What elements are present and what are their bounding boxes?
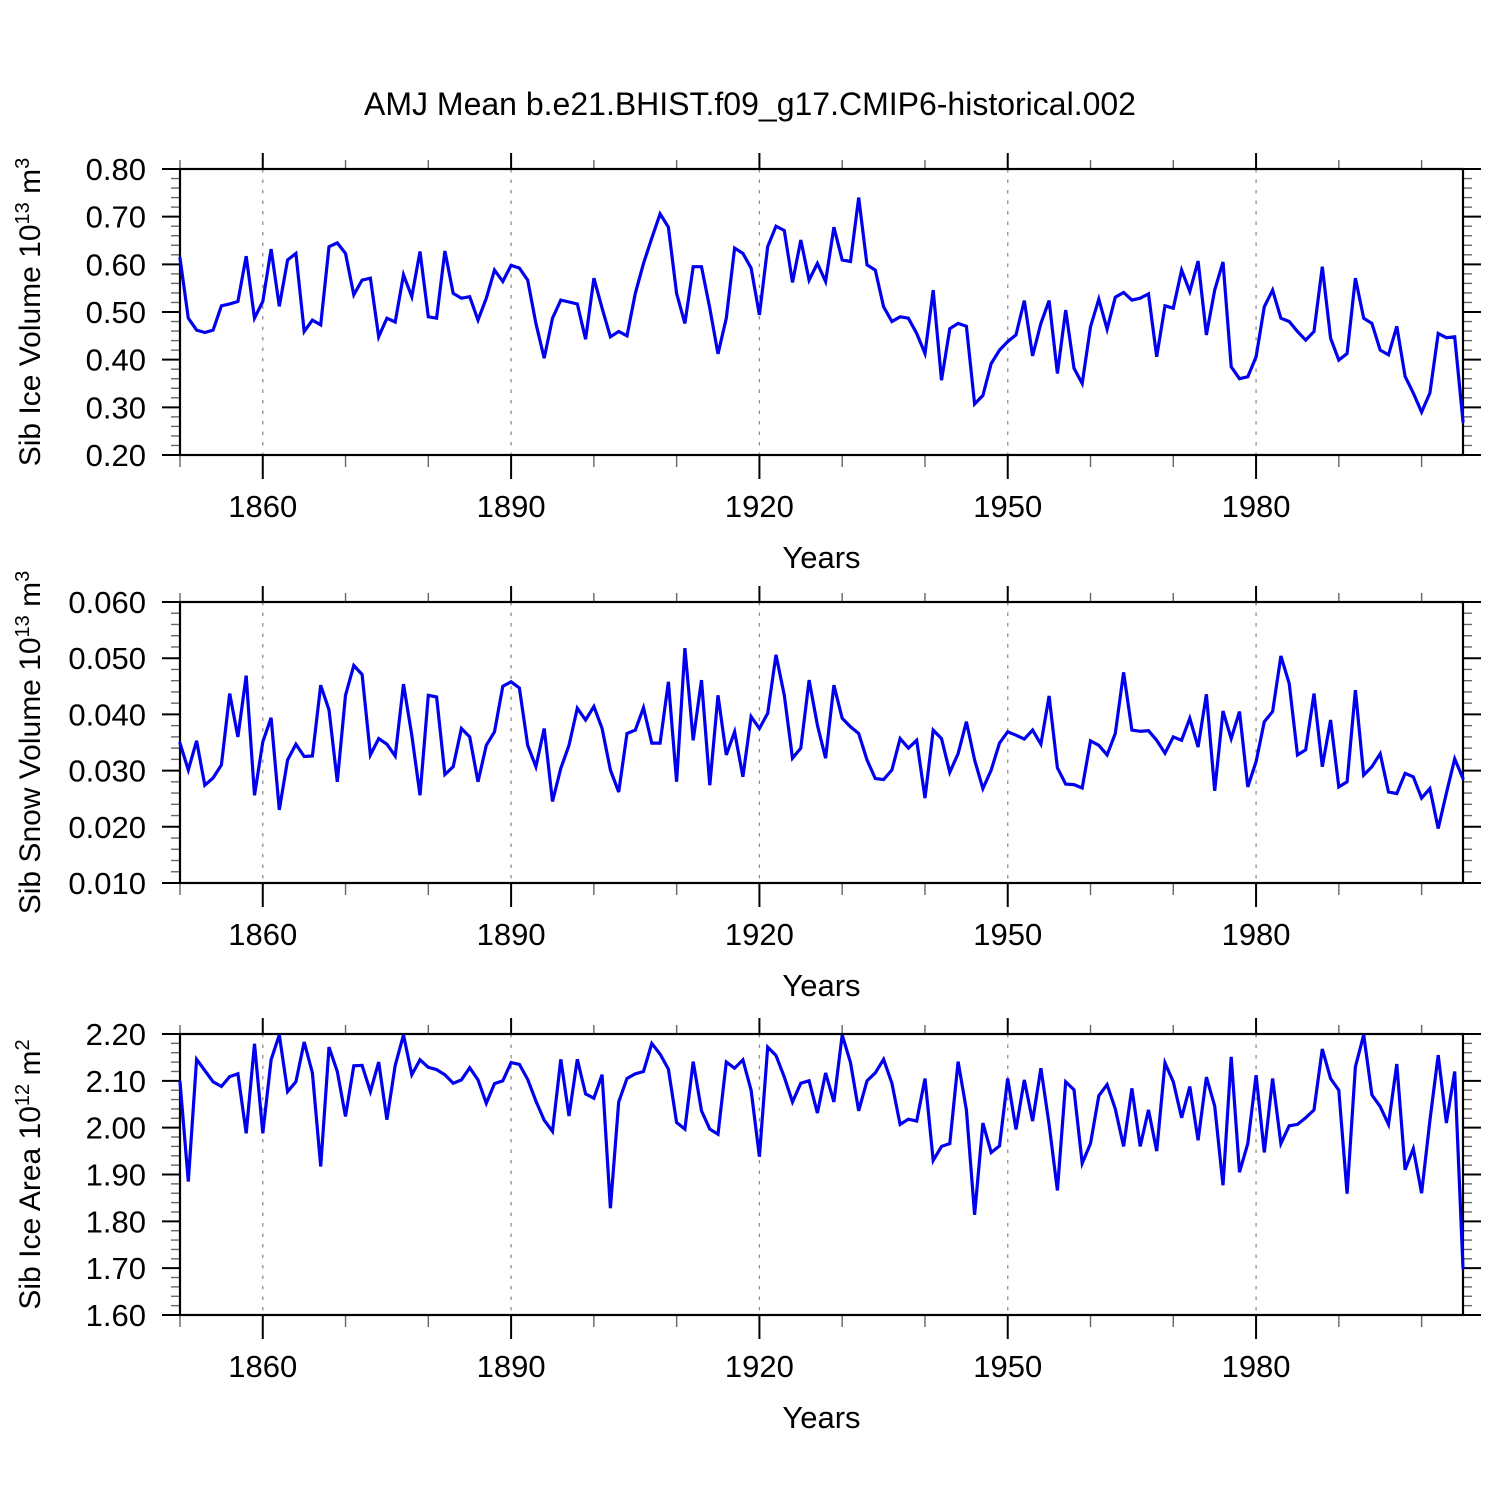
x-tick-label: 1860 [228,489,297,524]
y-tick-label: 1.60 [86,1298,146,1333]
x-tick-label: 1890 [477,1349,546,1384]
plot-frame [178,1032,1465,1317]
x-tick-labels: 1860 1890 1920 1950 1980 [228,917,1290,952]
gridlines [262,602,1257,883]
y-tick-labels: 0.010 0.020 0.030 0.040 0.050 0.060 [68,585,146,901]
x-tick-label: 1860 [228,1349,297,1384]
x-tick-label: 1950 [973,489,1042,524]
series-line-sib-ice-volume [178,197,1465,424]
x-tick-label: 1920 [725,489,794,524]
plot-frame [178,167,1465,457]
chart-title: AMJ Mean b.e21.BHIST.f09_g17.CMIP6-histo… [364,86,1136,122]
series-line-sib-snow-volume [178,647,1465,829]
panel-sib-ice-volume: 0.20 0.30 0.40 0.50 0.60 0.70 0.80 1860 1890 1920… [12,152,1481,575]
y-tick-label: 1.80 [86,1204,146,1239]
x-tick-label: 1890 [477,489,546,524]
y-tick-label: 2.00 [86,1111,146,1146]
axis-ticks [162,1018,1481,1339]
x-tick-labels: 1860 1890 1920 1950 1980 [228,489,1290,524]
y-axis-title: Sib Ice Volume 1013 m3 [12,158,47,467]
x-tick-labels: 1860 1890 1920 1950 1980 [228,1349,1290,1384]
y-tick-label: 0.70 [86,200,146,235]
y-tick-label: 0.30 [86,390,146,425]
axis-ticks [162,153,1481,479]
panel-sib-ice-area: 1.60 1.70 1.80 1.90 2.00 2.10 2.20 1860 1890 1920… [12,1017,1481,1435]
y-tick-label: 2.10 [86,1064,146,1099]
x-tick-label: 1980 [1222,917,1291,952]
x-tick-label: 1950 [973,1349,1042,1384]
x-tick-label: 1890 [477,917,546,952]
y-tick-label: 1.90 [86,1158,146,1193]
x-tick-label: 1950 [973,917,1042,952]
y-tick-label: 0.040 [68,697,146,732]
panel-sib-snow-volume: 0.010 0.020 0.030 0.040 0.050 0.060 1860 1890 19… [12,571,1481,1003]
y-axis-title: Sib Ice Area 1012 m2 [12,1039,47,1309]
axis-ticks [162,586,1481,907]
y-tick-label: 0.050 [68,641,146,676]
series-line-sib-ice-area [178,1034,1465,1270]
x-tick-label: 1920 [725,917,794,952]
y-tick-label: 0.060 [68,585,146,620]
x-tick-label: 1920 [725,1349,794,1384]
y-tick-label: 0.40 [86,343,146,378]
y-tick-label: 0.60 [86,247,146,282]
x-axis-title: Years [782,968,860,1003]
gridlines [262,1034,1257,1315]
x-axis-title: Years [782,1400,860,1435]
y-axis-title: Sib Snow Volume 1013 m3 [12,571,47,915]
y-tick-label: 0.020 [68,810,146,845]
y-tick-label: 1.70 [86,1251,146,1286]
x-axis-title: Years [782,540,860,575]
x-tick-label: 1980 [1222,1349,1291,1384]
y-tick-label: 0.010 [68,866,146,901]
y-tick-label: 0.030 [68,754,146,789]
y-tick-labels: 0.20 0.30 0.40 0.50 0.60 0.70 0.80 [86,152,146,473]
y-tick-label: 0.50 [86,295,146,330]
panels: 0.20 0.30 0.40 0.50 0.60 0.70 0.80 1860 1890 1920… [12,152,1481,1435]
y-tick-labels: 1.60 1.70 1.80 1.90 2.00 2.10 2.20 [86,1017,146,1333]
y-tick-label: 0.20 [86,438,146,473]
y-tick-label: 0.80 [86,152,146,187]
x-tick-label: 1860 [228,917,297,952]
y-tick-label: 2.20 [86,1017,146,1052]
x-tick-label: 1980 [1222,489,1291,524]
